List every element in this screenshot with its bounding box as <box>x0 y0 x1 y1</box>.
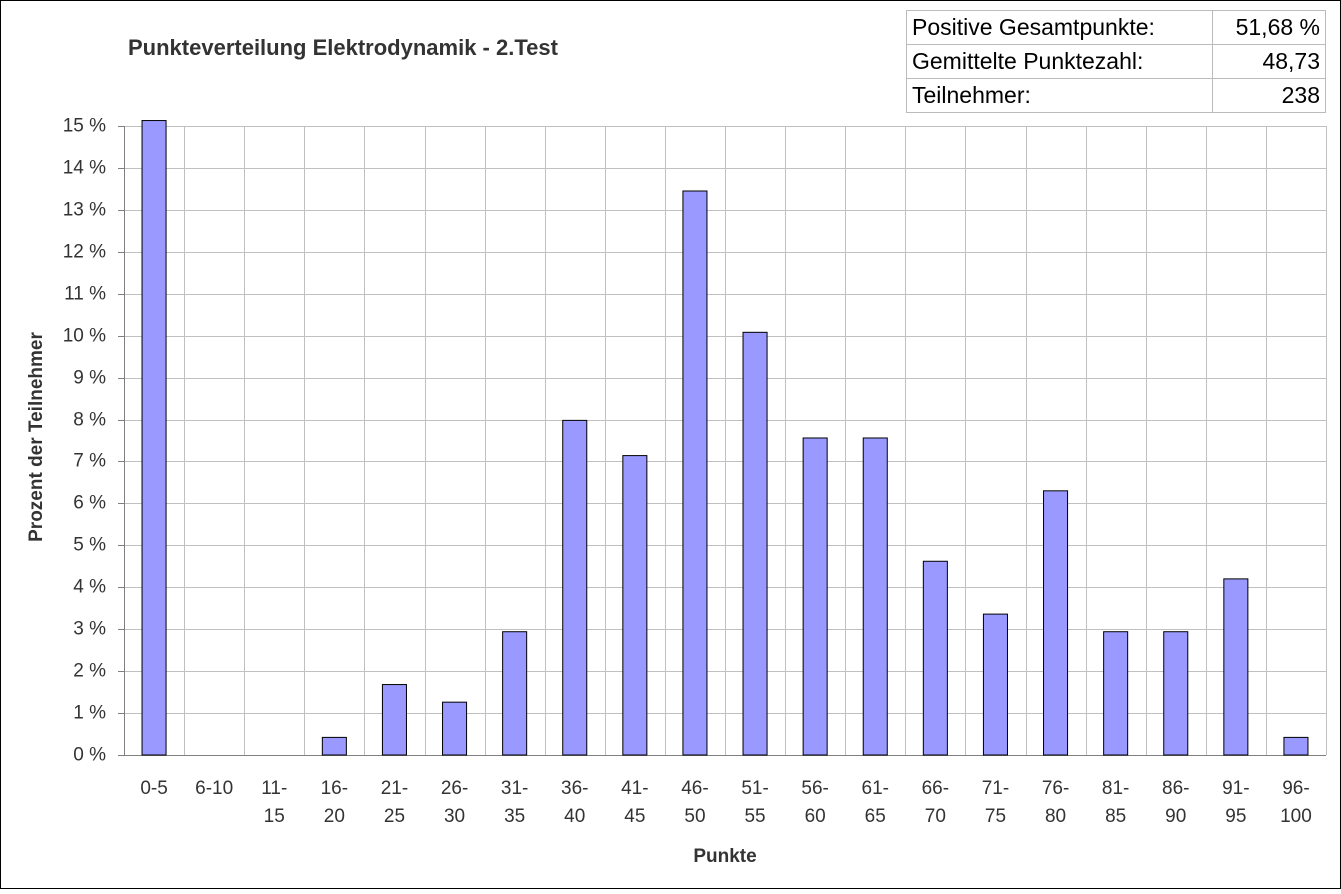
x-tick-label: 51-55 <box>741 778 768 827</box>
x-tick-label: 81-85 <box>1102 778 1129 827</box>
table-cell: Teilnehmer: <box>912 82 1031 108</box>
bar <box>1283 736 1309 756</box>
bar <box>922 560 948 756</box>
bar <box>862 437 888 756</box>
x-tick-label: 31-35 <box>501 778 528 827</box>
y-tick-label: 3 % <box>73 619 106 640</box>
bar <box>622 455 648 756</box>
bar <box>982 613 1008 756</box>
bar <box>1043 490 1069 756</box>
table-cell: Positive Gesamtpunkte: <box>912 14 1155 40</box>
y-tick-label: 5 % <box>73 535 106 556</box>
bar <box>502 631 528 756</box>
x-tick-label: 16-20 <box>321 778 348 827</box>
y-tick-label: 14 % <box>63 158 106 179</box>
y-tick-label: 10 % <box>63 326 106 347</box>
table-cell: 238 <box>1282 82 1320 108</box>
bar <box>1163 631 1189 756</box>
table-cell: 48,73 <box>1262 48 1320 74</box>
y-tick-label: 8 % <box>73 410 106 431</box>
y-tick-label: 15 % <box>63 116 106 137</box>
x-tick-label: 0-5 <box>140 778 167 799</box>
x-tick-label: 41-45 <box>621 778 648 827</box>
x-tick-label: 6-10 <box>195 778 233 799</box>
y-tick-label: 4 % <box>73 577 106 598</box>
bar <box>562 419 588 756</box>
y-tick-label: 12 % <box>63 242 106 263</box>
y-tick-label: 1 % <box>73 703 106 724</box>
y-tick-label: 2 % <box>73 661 106 682</box>
x-axis-label: Punkte <box>693 846 756 867</box>
x-tick-label: 76-80 <box>1042 778 1069 827</box>
bar <box>1103 631 1129 756</box>
table-cell: 51,68 % <box>1236 14 1320 40</box>
x-tick-label: 56-60 <box>801 778 828 827</box>
x-tick-label: 21-25 <box>381 778 408 827</box>
x-tick-label: 46-50 <box>681 778 708 827</box>
y-tick-label: 9 % <box>73 368 106 389</box>
x-tick-label: 61-65 <box>862 778 889 827</box>
y-tick-label: 11 % <box>64 284 106 305</box>
bar <box>682 190 708 756</box>
bar <box>442 701 468 756</box>
y-tick-label: 7 % <box>73 451 106 472</box>
bar <box>1223 578 1249 756</box>
bar <box>381 684 407 756</box>
y-tick-label: 0 % <box>73 745 106 766</box>
y-tick-label: 6 % <box>73 493 106 514</box>
x-tick-label: 66-70 <box>922 778 949 827</box>
stats-table <box>906 10 1326 113</box>
bar <box>802 437 828 756</box>
chart-title: Punkteverteilung Elektrodynamik - 2.Test <box>128 35 559 60</box>
y-tick-label: 13 % <box>63 200 106 221</box>
bar <box>321 736 347 756</box>
x-tick-label: 91-95 <box>1222 778 1249 827</box>
table-cell: Gemittelte Punktezahl: <box>912 48 1143 74</box>
y-axis-label: Prozent der Teilnehmer <box>26 332 47 542</box>
x-tick-label: 36-40 <box>561 778 588 827</box>
x-tick-label: 86-90 <box>1162 778 1189 827</box>
bar <box>141 120 167 756</box>
x-tick-label: 71-75 <box>982 778 1009 827</box>
x-tick-label: 26-30 <box>441 778 468 827</box>
x-tick-label: 11-15 <box>261 778 287 827</box>
x-tick-label: 96-100 <box>1280 778 1312 827</box>
bar <box>742 331 768 756</box>
